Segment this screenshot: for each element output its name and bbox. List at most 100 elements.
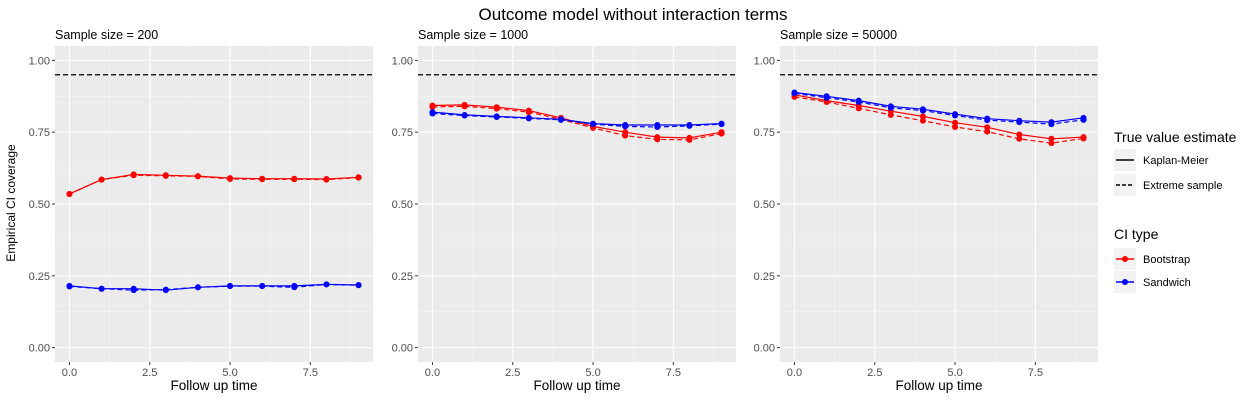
legend-label: Extreme sample [1143,180,1222,192]
data-point [590,121,597,128]
y-tick-label: 0.50 [392,199,413,211]
x-tick-label: 0.0 [425,367,440,379]
data-point [984,117,991,124]
panel-label: Sample size = 1000 [418,28,528,42]
data-point [984,128,991,135]
legend-label: Kaplan-Meier [1143,155,1209,167]
data-point [429,110,436,117]
data-point [952,119,959,126]
x-tick-label: 5.0 [947,367,962,379]
legend-key-point [1122,256,1128,262]
data-point [323,176,330,183]
data-point [259,283,266,290]
data-point [1048,135,1055,142]
y-tick-label: 0.25 [392,271,413,283]
data-point [887,104,894,111]
data-point [686,136,693,143]
series-line [794,94,1084,140]
data-point [823,99,830,106]
panel-3: Sample size = 50000 0.0 2.5 5.0 7.5 0.00 0.25 0… [754,28,1098,393]
data-point [493,105,500,112]
y-tick-label: 0.50 [29,199,50,211]
data-point [194,173,201,180]
data-point [355,282,362,289]
y-tick-label: 0.75 [392,127,413,139]
panels: Sample size = 200 0.0 2.5 5.0 7.5 0.00 0.25 0.5… [29,28,1098,393]
y-tick-label: 0.00 [29,343,50,355]
data-point [162,172,169,179]
data-point [984,124,991,131]
data-point [855,105,862,112]
data-point [919,117,926,124]
y-axis-label: Empirical CI coverage [4,144,18,262]
x-tick-label: 5.0 [222,367,237,379]
data-point [622,132,629,139]
data-point [66,190,73,197]
data-point [622,123,629,130]
panel-label: Sample size = 200 [55,28,158,42]
y-tick-label: 0.25 [29,271,50,283]
data-point [654,124,661,131]
data-point [1048,140,1055,147]
data-point [919,107,926,114]
x-tick-label: 2.5 [142,367,157,379]
x-tick-label: 7.5 [303,367,318,379]
data-point [887,111,894,118]
y-tick-label: 1.00 [29,55,50,67]
data-point [461,103,468,110]
series-line [794,96,1084,144]
data-point [525,109,532,116]
data-point [919,113,926,120]
x-tick-label: 0.0 [787,367,802,379]
data-point [130,172,137,179]
data-point [1016,135,1023,142]
data-point [525,115,532,122]
data-point [461,112,468,119]
data-point [952,124,959,131]
legend-title-ci: CI type [1114,226,1159,242]
data-point [323,281,330,288]
data-point [557,116,564,123]
chart-title: Outcome model without interaction terms [479,5,788,24]
y-tick-label: 0.75 [29,127,50,139]
data-point [66,283,73,290]
series-line [69,174,359,195]
y-tick-label: 1.00 [392,55,413,67]
data-point [259,176,266,183]
x-tick-label: 2.5 [505,367,520,379]
y-tick-label: 1.00 [754,55,775,67]
panel-2: Sample size = 1000 0.0 2.5 5.0 7.5 0.00 0.25 0.… [392,28,736,393]
series-line [432,112,722,128]
series-line [794,92,1084,125]
legend-key-point [1122,279,1128,285]
y-tick-label: 0.00 [392,343,413,355]
x-axis-label: Follow up time [895,378,982,393]
legend-label: Sandwich [1143,277,1191,289]
data-point [1048,121,1055,128]
legend: True value estimate Kaplan-Meier Extreme s… [1114,129,1237,293]
x-tick-label: 5.0 [585,367,600,379]
data-point [162,286,169,293]
data-point [654,136,661,143]
data-point [1080,116,1087,123]
data-point [227,176,234,183]
data-point [493,113,500,120]
data-point [823,94,830,101]
y-tick-label: 0.25 [754,271,775,283]
x-tick-label: 0.0 [62,367,77,379]
data-point [791,90,798,97]
series-line [794,91,1084,123]
data-point [952,112,959,119]
data-point [718,130,725,137]
y-tick-label: 0.00 [754,343,775,355]
series-line [432,105,722,141]
data-point [686,122,693,129]
data-point [291,284,298,291]
y-tick-label: 0.50 [754,199,775,211]
data-point [855,99,862,106]
data-point [429,103,436,110]
series-line [69,283,359,291]
x-axis-label: Follow up time [170,378,257,393]
data-point [1016,119,1023,126]
